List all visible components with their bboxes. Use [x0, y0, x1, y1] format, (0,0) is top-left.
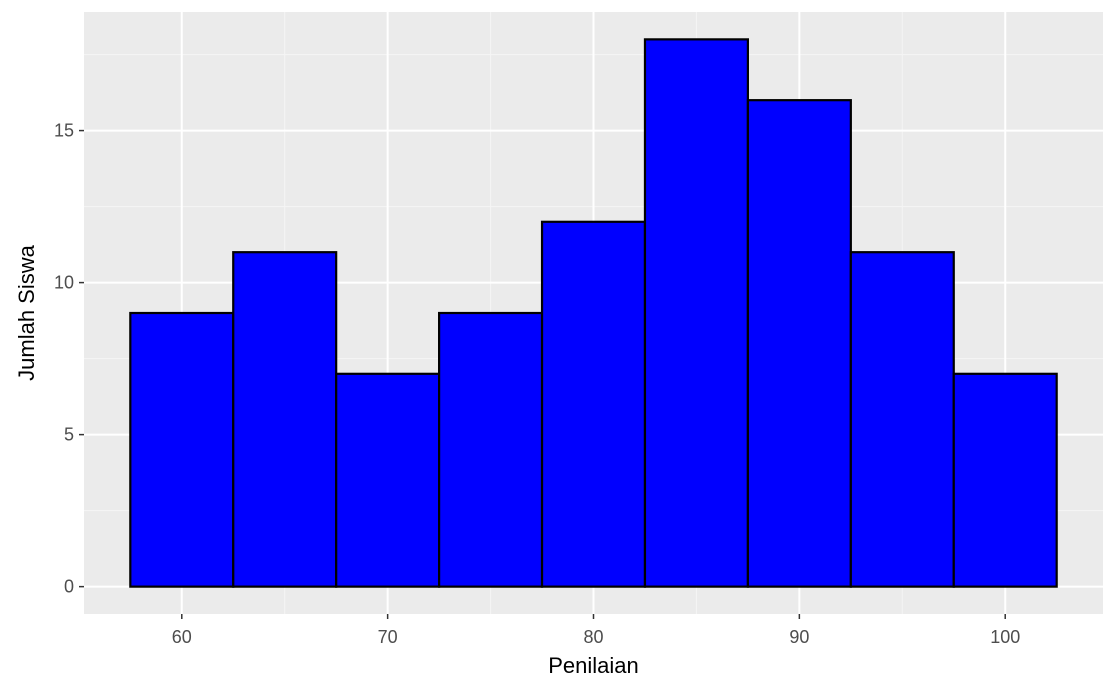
- histogram-bar: [643, 38, 749, 588]
- x-tick-label: 90: [789, 627, 809, 647]
- x-axis-ticks: 60 70 80 90 100: [172, 614, 1020, 647]
- x-tick-label: 100: [990, 627, 1020, 647]
- histogram-bar: [232, 251, 338, 588]
- y-tick-label: 5: [64, 425, 74, 445]
- x-tick-label: 70: [378, 627, 398, 647]
- histogram-bar: [540, 220, 647, 588]
- histogram-bars: [129, 38, 1058, 588]
- y-tick-label: 15: [54, 121, 74, 141]
- y-tick-label: 0: [64, 577, 74, 597]
- x-tick-label: 60: [172, 627, 192, 647]
- histogram-bar: [849, 251, 955, 588]
- x-axis-title: Penilaian: [548, 653, 639, 678]
- x-tick-label: 80: [583, 627, 603, 647]
- y-axis-ticks: 0 5 10 15: [54, 121, 84, 597]
- y-axis-title: Jumlah Siswa: [14, 244, 39, 380]
- y-tick-label: 10: [54, 273, 74, 293]
- histogram-bar: [952, 372, 1058, 588]
- histogram-bar: [746, 99, 852, 588]
- histogram-bar: [335, 372, 441, 588]
- histogram-bar: [438, 311, 544, 588]
- histogram-bar: [129, 311, 235, 588]
